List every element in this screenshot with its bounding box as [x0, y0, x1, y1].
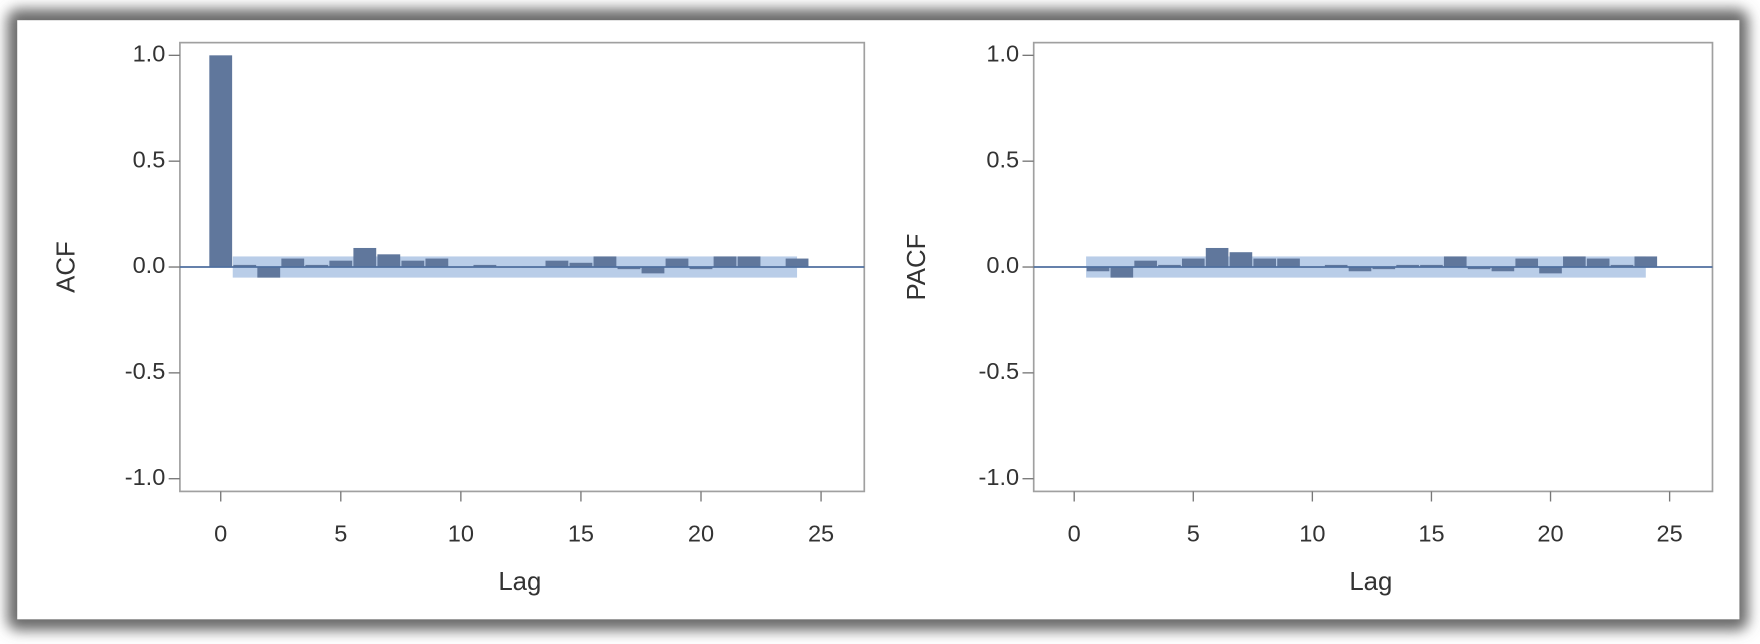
- bar: [1181, 258, 1205, 268]
- bar: [1539, 267, 1562, 274]
- bar: [1110, 267, 1134, 278]
- bar: [569, 262, 593, 268]
- bar: [1420, 264, 1443, 268]
- bar: [1324, 264, 1348, 268]
- bar: [785, 258, 809, 268]
- bar: [209, 55, 233, 268]
- bar: [1443, 256, 1467, 268]
- y-tick-label: 0.0: [986, 252, 1019, 278]
- y-tick-label: 0.5: [133, 146, 166, 172]
- x-tick-label: 0: [214, 520, 227, 546]
- bar: [1634, 256, 1658, 268]
- bar: [1348, 267, 1372, 272]
- x-tick-label: 5: [334, 520, 347, 546]
- bar: [1586, 258, 1610, 268]
- y-tick-label: -1.0: [979, 464, 1020, 490]
- bar: [593, 256, 617, 268]
- x-tick-label: 20: [1537, 520, 1563, 546]
- y-tick-label: -0.5: [125, 358, 166, 384]
- bar: [665, 258, 689, 268]
- bar: [473, 264, 497, 268]
- bar: [1396, 264, 1419, 268]
- bar: [1610, 264, 1634, 268]
- y-tick-label: -1.0: [125, 464, 166, 490]
- bar: [281, 258, 305, 268]
- y-tick-label: 0.5: [986, 146, 1019, 172]
- x-tick-label: 10: [448, 520, 474, 546]
- bar: [233, 264, 257, 268]
- bar: [617, 267, 641, 270]
- x-tick-label: 15: [1418, 520, 1444, 546]
- bar: [425, 258, 449, 268]
- bar: [1205, 247, 1229, 268]
- x-axis-label: Lag: [498, 568, 541, 596]
- bar: [329, 260, 353, 268]
- y-tick-label: 1.0: [986, 41, 1019, 67]
- bar: [353, 247, 377, 268]
- bar: [257, 267, 281, 278]
- bar: [1134, 260, 1157, 268]
- bar: [1253, 258, 1277, 268]
- x-tick-label: 0: [1068, 520, 1081, 546]
- y-tick-label: -0.5: [979, 358, 1020, 384]
- bar: [377, 254, 401, 268]
- bar: [1563, 256, 1586, 268]
- bar: [1229, 252, 1253, 268]
- y-tick-label: 0.0: [133, 252, 166, 278]
- bar: [1515, 258, 1539, 268]
- x-axis-label: Lag: [1349, 568, 1392, 596]
- y-axis-label: ACF: [53, 241, 81, 293]
- x-tick-label: 20: [688, 520, 714, 546]
- bar: [1158, 264, 1181, 268]
- bar: [641, 267, 665, 274]
- bar: [1277, 258, 1300, 268]
- bar: [1467, 267, 1491, 270]
- bar: [1086, 267, 1110, 272]
- bar: [1491, 267, 1515, 272]
- bar: [545, 260, 569, 268]
- x-tick-label: 15: [568, 520, 594, 546]
- x-tick-label: 25: [808, 520, 834, 546]
- x-tick-label: 10: [1299, 520, 1325, 546]
- bar: [713, 256, 737, 268]
- y-tick-label: 1.0: [133, 41, 166, 67]
- bar: [1372, 267, 1396, 270]
- x-tick-label: 5: [1187, 520, 1200, 546]
- bar: [737, 256, 761, 268]
- bar: [689, 267, 713, 270]
- y-axis-label: PACF: [903, 234, 931, 301]
- bar: [401, 260, 425, 268]
- x-tick-label: 25: [1657, 520, 1683, 546]
- bar: [305, 264, 329, 268]
